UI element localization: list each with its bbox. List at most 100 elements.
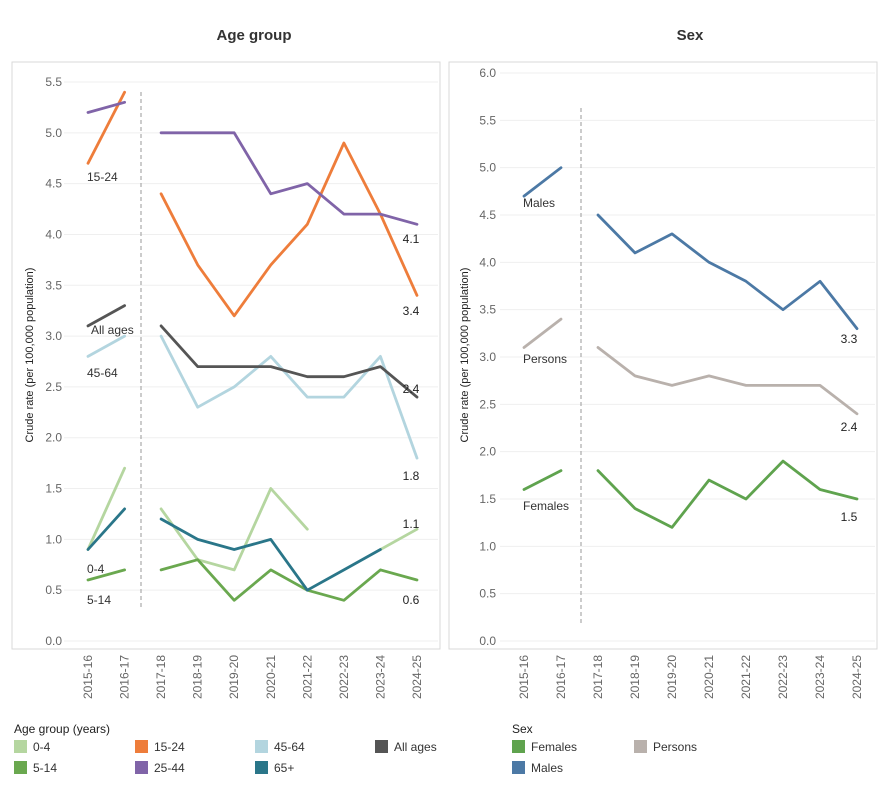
sex-legend-label-persons: Persons <box>653 740 697 754</box>
age-group-end-value-label-25-44: 4.1 <box>403 232 420 246</box>
age-group-series-label-0-4: 0-4 <box>87 562 105 576</box>
age-group-x-tick-label: 2017-18 <box>154 655 168 699</box>
age-group-series-line-45-64 <box>86 334 126 358</box>
sex-legend-label-females: Females <box>531 740 577 754</box>
age-group-series-line-5-14 <box>159 558 419 602</box>
sex-series-label-females: Females <box>523 499 569 513</box>
sex-x-tick-label: 2015-16 <box>517 655 531 699</box>
age-group-legend-swatch-45-64 <box>255 740 268 753</box>
age-group-series-line-5-14 <box>86 568 126 582</box>
age-group-legend-title: Age group (years) <box>14 722 110 736</box>
sex-end-value-label-males: 3.3 <box>841 332 858 346</box>
age-group-series-line-all-ages <box>159 324 419 399</box>
age-group-legend-label-65-plus: 65+ <box>274 761 294 775</box>
sex-legend-title: Sex <box>512 722 533 736</box>
sex-y-tick-label: 4.5 <box>479 208 496 222</box>
age-group-legend-label-45-64: 45-64 <box>274 740 305 754</box>
age-group-end-value-label-0-4: 1.1 <box>403 517 420 531</box>
sex-series-line-persons <box>522 317 563 349</box>
sex-x-tick-label: 2020-21 <box>702 655 716 699</box>
sex-end-value-label-females: 1.5 <box>841 510 858 524</box>
sex-y-tick-label: 1.5 <box>479 492 496 506</box>
age-group-series-line-65-plus <box>159 517 382 592</box>
age-group-series-label-45-64: 45-64 <box>87 366 118 380</box>
sex-x-tick-label: 2024-25 <box>850 655 864 699</box>
age-group-y-tick-label: 5.0 <box>45 126 62 140</box>
age-group-end-value-label-all-ages: 2.4 <box>403 382 420 396</box>
age-group-series-line-all-ages <box>86 304 126 328</box>
sex-x-tick-label: 2016-17 <box>554 655 568 699</box>
age-group-x-tick-label: 2023-24 <box>373 655 387 699</box>
sex-legend: Sex Females Males Persons <box>512 722 697 775</box>
age-group-y-tick-label: 3.0 <box>45 329 62 343</box>
age-group-x-tick-label: 2021-22 <box>300 655 314 699</box>
age-group-title: Age group <box>217 27 292 44</box>
sex-series-label-persons: Persons <box>523 352 567 366</box>
sex-legend-swatch-persons <box>634 740 647 753</box>
age-group-series-line-0-4 <box>159 487 309 572</box>
age-group-x-tick-label: 2019-20 <box>227 655 241 699</box>
age-group-legend: Age group (years) 0-4 5-14 15-24 25-44 45-64… <box>14 722 437 775</box>
age-group-series-line-0-4 <box>86 466 126 551</box>
sex-plot-frame <box>448 61 878 650</box>
age-group-end-value-label-45-64: 1.8 <box>403 469 420 483</box>
sex-end-value-label-persons: 2.4 <box>841 420 858 434</box>
age-group-y-tick-label: 1.5 <box>45 482 62 496</box>
sex-y-tick-label: 5.5 <box>479 113 496 127</box>
age-group-series-line-25-44 <box>86 100 126 114</box>
age-group-legend-swatch-15-24 <box>135 740 148 753</box>
sex-x-tick-label: 2022-23 <box>776 655 790 699</box>
age-group-x-tick-label: 2015-16 <box>81 655 95 699</box>
sex-y-tick-label: 3.5 <box>479 303 496 317</box>
sex-legend-swatch-males <box>512 761 525 774</box>
age-group-y-tick-label: 2.5 <box>45 380 62 394</box>
age-group-end-value-label-5-14: 0.6 <box>403 593 420 607</box>
sex-y-tick-label: 2.5 <box>479 397 496 411</box>
age-group-plot-frame <box>11 61 441 650</box>
sex-series-line-males <box>596 213 859 331</box>
sex-series-line-persons <box>596 346 859 416</box>
sex-x-tick-label: 2019-20 <box>665 655 679 699</box>
age-group-series-label-all-ages: All ages <box>91 323 134 337</box>
age-group-y-tick-label: 2.0 <box>45 431 62 445</box>
sex-series-line-females <box>596 459 859 529</box>
age-group-legend-label-15-24: 15-24 <box>154 740 185 754</box>
sex-y-tick-label: 4.0 <box>479 255 496 269</box>
age-group-panel: Age group Crude rate (per 100,000 popula… <box>11 27 441 699</box>
sex-y-tick-label: 3.0 <box>479 350 496 364</box>
sex-title: Sex <box>677 27 704 44</box>
age-group-end-value-label-15-24: 3.4 <box>403 304 420 318</box>
age-group-x-tick-label: 2020-21 <box>264 655 278 699</box>
age-group-y-tick-label: 5.5 <box>45 75 62 89</box>
age-group-y-tick-label: 4.5 <box>45 177 62 191</box>
age-group-y-tick-label: 3.5 <box>45 278 62 292</box>
sex-series-line-females <box>522 469 563 491</box>
age-group-legend-label-all-ages: All ages <box>394 740 437 754</box>
age-group-series-line-45-64 <box>159 334 419 460</box>
age-group-series-label-5-14: 5-14 <box>87 593 111 607</box>
sex-x-tick-label: 2023-24 <box>813 655 827 699</box>
sex-x-tick-label: 2018-19 <box>628 655 642 699</box>
age-group-x-tick-label: 2018-19 <box>191 655 205 699</box>
sex-x-tick-label: 2017-18 <box>591 655 605 699</box>
sex-y-tick-label: 0.0 <box>479 634 496 648</box>
age-group-legend-swatch-5-14 <box>14 761 27 774</box>
age-group-x-tick-label: 2024-25 <box>410 655 424 699</box>
age-group-series-label-15-24: 15-24 <box>87 170 118 184</box>
age-group-y-axis-label: Crude rate (per 100,000 population) <box>24 268 36 443</box>
sex-y-axis-label: Crude rate (per 100,000 population) <box>459 268 471 443</box>
age-group-legend-swatch-65-plus <box>255 761 268 774</box>
sex-y-tick-label: 1.0 <box>479 539 496 553</box>
age-group-y-tick-label: 1.0 <box>45 532 62 546</box>
age-group-legend-swatch-0-4 <box>14 740 27 753</box>
sex-legend-swatch-females <box>512 740 525 753</box>
sex-series-line-males <box>522 166 563 198</box>
age-group-legend-label-25-44: 25-44 <box>154 761 185 775</box>
sex-series-label-males: Males <box>523 196 555 210</box>
sex-y-tick-label: 5.0 <box>479 161 496 175</box>
sex-y-tick-label: 6.0 <box>479 66 496 80</box>
age-group-x-tick-label: 2016-17 <box>118 655 132 699</box>
sex-y-tick-label: 2.0 <box>479 445 496 459</box>
age-group-x-tick-label: 2022-23 <box>337 655 351 699</box>
